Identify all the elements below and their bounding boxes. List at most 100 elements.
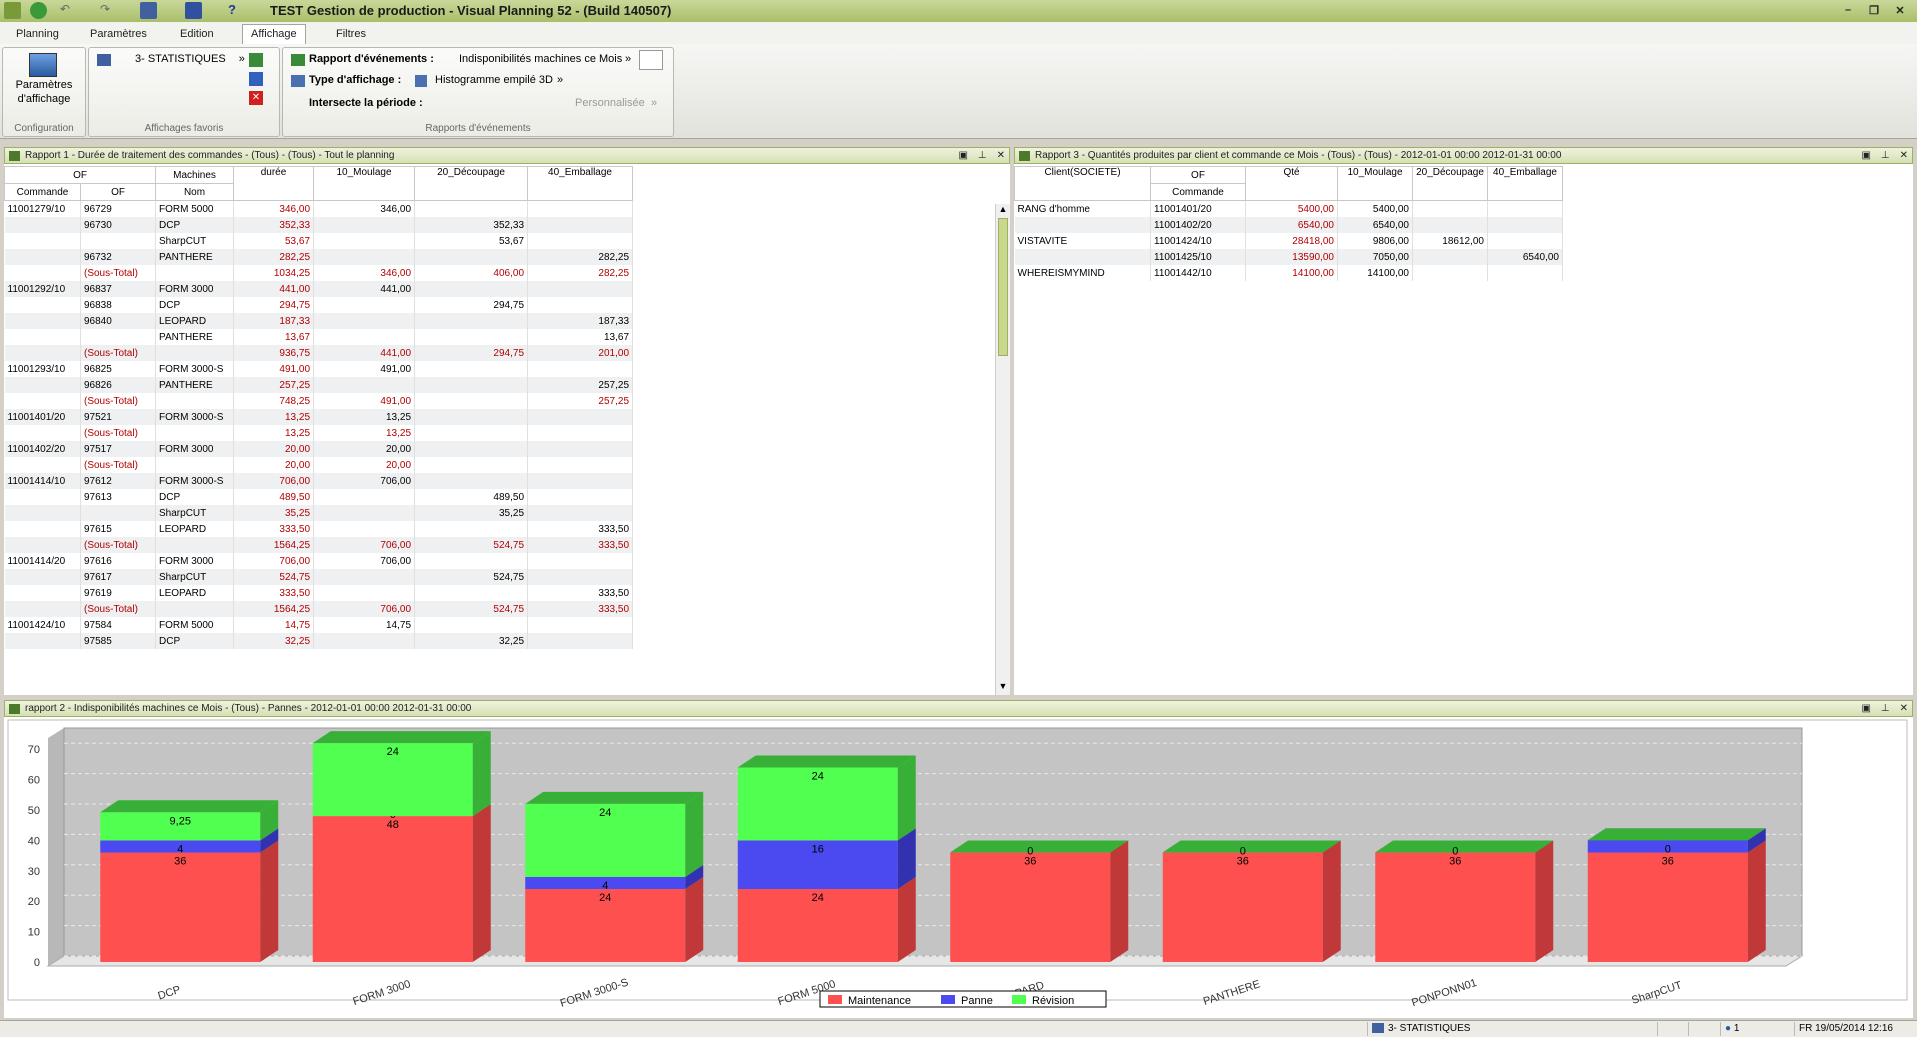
report-edit-button[interactable] xyxy=(639,50,663,70)
bar-side xyxy=(897,877,916,962)
tab-planning[interactable]: Planning xyxy=(16,28,59,40)
col-commande[interactable]: Commande xyxy=(4,183,81,201)
table-row[interactable]: 11001425/10 13590,00 7050,00 6540,00 xyxy=(1014,249,1563,265)
favorites-dropdown[interactable]: 3- STATISTIQUES » xyxy=(135,53,245,65)
scroll-up-icon[interactable]: ▲ xyxy=(998,204,1008,214)
refresh-icon[interactable] xyxy=(30,2,47,19)
bar-segment xyxy=(100,840,261,853)
alert-icon[interactable] xyxy=(1688,1022,1719,1036)
close-icon[interactable]: ✕ xyxy=(996,150,1005,161)
col-decoupage[interactable]: 20_Découpage xyxy=(1412,166,1488,201)
table-cell: 11001402/20 xyxy=(1150,217,1246,233)
users-count: ● 1 xyxy=(1720,1022,1785,1036)
redo-icon[interactable]: ↷ xyxy=(100,2,111,16)
help-icon[interactable]: ? xyxy=(228,2,236,17)
monitor-icon[interactable]: ▣ xyxy=(958,150,968,161)
minimize-icon[interactable]: – xyxy=(1844,4,1852,16)
col-nom[interactable]: Nom xyxy=(155,183,235,201)
table-row[interactable]: 97585 DCP 32,25 32,25 xyxy=(4,633,634,649)
table-row[interactable]: (Sous-Total) 13,25 13,25 xyxy=(4,425,634,441)
table-row[interactable]: 11001414/20 97616 FORM 3000 706,00 706,00 xyxy=(4,553,634,569)
table-row[interactable]: (Sous-Total) 1564,25 706,00 524,75 333,50 xyxy=(4,601,634,617)
col-moulage[interactable]: 10_Moulage xyxy=(1337,166,1413,201)
col-decoupage[interactable]: 20_Découpage xyxy=(414,166,529,201)
close-icon[interactable]: ✕ xyxy=(1895,4,1905,17)
period-dropdown[interactable]: Personnalisée xyxy=(575,97,645,109)
report3-grid[interactable]: Client(SOCIETE) OF Qté 10_Moulage 20_Déc… xyxy=(1014,166,1913,695)
table-row[interactable]: (Sous-Total) 1564,25 706,00 524,75 333,50 xyxy=(4,537,634,553)
table-row[interactable]: 97617 SharpCUT 524,75 524,75 xyxy=(4,569,634,585)
table-row[interactable]: (Sous-Total) 936,75 441,00 294,75 201,00 xyxy=(4,345,634,361)
table-row[interactable]: 96732 PANTHERE 282,25 282,25 xyxy=(4,249,634,265)
col-machines[interactable]: Machines xyxy=(155,166,235,184)
col-emballage[interactable]: 40_Emballage xyxy=(1487,166,1563,201)
table-cell: 11001425/10 xyxy=(1150,249,1246,265)
col-duree[interactable]: durée xyxy=(233,166,315,201)
tab-affichage[interactable]: Affichage xyxy=(242,24,306,45)
table-row[interactable]: 11001279/10 96729 FORM 5000 346,00 346,00 xyxy=(4,200,634,217)
table-row[interactable]: 11001402/20 97517 FORM 3000 20,00 20,00 xyxy=(4,441,634,457)
table-row[interactable]: 96840 LEOPARD 187,33 187,33 xyxy=(4,313,634,329)
col-of[interactable]: OF xyxy=(4,166,157,184)
table-row[interactable]: 97615 LEOPARD 333,50 333,50 xyxy=(4,521,634,537)
col-of-number[interactable]: OF xyxy=(79,183,157,201)
table-row[interactable]: 11001402/20 6540,00 6540,00 xyxy=(1014,217,1563,233)
y-tick-label: 50 xyxy=(28,805,40,817)
add-favorite-icon[interactable] xyxy=(249,53,263,67)
table-row[interactable]: 11001292/10 96837 FORM 3000 441,00 441,00 xyxy=(4,281,634,297)
table-row[interactable]: 11001424/10 97584 FORM 5000 14,75 14,75 xyxy=(4,617,634,633)
table-row[interactable]: 96838 DCP 294,75 294,75 xyxy=(4,297,634,313)
status-view[interactable]: 3- STATISTIQUES xyxy=(1367,1022,1572,1036)
table-cell: 96840 xyxy=(80,313,157,329)
table-row[interactable]: 11001414/10 97612 FORM 3000-S 706,00 706,00 xyxy=(4,473,634,489)
lock-icon[interactable] xyxy=(1657,1022,1688,1036)
col-client[interactable]: Client(SOCIETE) xyxy=(1014,166,1151,201)
display-icon[interactable] xyxy=(140,2,157,19)
table-row[interactable]: PANTHERE 13,67 13,67 xyxy=(4,329,634,345)
tab-parametres[interactable]: Paramètres xyxy=(90,28,147,40)
bar-side xyxy=(472,731,491,817)
col-emballage[interactable]: 40_Emballage xyxy=(527,166,634,201)
pin-icon[interactable]: ⊥ xyxy=(1880,150,1890,161)
table-row[interactable]: 96730 DCP 352,33 352,33 xyxy=(4,217,634,233)
table-row[interactable]: (Sous-Total) 748,25 491,00 257,25 xyxy=(4,393,634,409)
save-icon[interactable] xyxy=(249,72,263,86)
table-row[interactable]: VISTAVITE 11001424/10 28418,00 9806,00 18612… xyxy=(1014,233,1563,249)
type-dropdown[interactable]: Histogramme empilé 3D xyxy=(435,74,553,86)
close-icon[interactable]: ✕ xyxy=(1899,150,1908,161)
table-row[interactable]: SharpCUT 53,67 53,67 xyxy=(4,233,634,249)
pin-icon[interactable]: ⊥ xyxy=(1880,703,1890,714)
table-row[interactable]: 97619 LEOPARD 333,50 333,50 xyxy=(4,585,634,601)
col-moulage[interactable]: 10_Moulage xyxy=(313,166,416,201)
report1-grid[interactable]: OF Machines durée 10_Moulage 20_Découpag… xyxy=(4,166,992,695)
tab-filtres[interactable]: Filtres xyxy=(336,28,366,40)
delete-icon[interactable]: ✕ xyxy=(249,91,263,105)
scroll-thumb[interactable] xyxy=(998,218,1008,356)
scroll-down-icon[interactable]: ▼ xyxy=(998,681,1008,691)
table-cell xyxy=(527,217,634,233)
undo-icon[interactable]: ↶ xyxy=(60,2,71,16)
close-icon[interactable]: ✕ xyxy=(1899,703,1908,714)
window-icon[interactable] xyxy=(185,2,202,19)
table-row[interactable]: (Sous-Total) 20,00 20,00 xyxy=(4,457,634,473)
report-dropdown[interactable]: Indisponibilités machines ce Mois xyxy=(459,53,623,65)
table-row[interactable]: RANG d'homme 11001401/20 5400,00 5400,00 xyxy=(1014,200,1563,217)
monitor-icon[interactable]: ▣ xyxy=(1861,703,1871,714)
display-settings-button[interactable]: Paramètres d'affichage xyxy=(15,79,73,105)
report1-scrollbar[interactable]: ▲ ▼ xyxy=(995,204,1010,695)
pin-icon[interactable]: ⊥ xyxy=(977,150,987,161)
table-row[interactable]: (Sous-Total) 1034,25 346,00 406,00 282,25 xyxy=(4,265,634,281)
table-row[interactable]: 96826 PANTHERE 257,25 257,25 xyxy=(4,377,634,393)
col-qte[interactable]: Qté xyxy=(1245,166,1338,201)
tab-edition[interactable]: Edition xyxy=(180,28,214,40)
monitor-icon[interactable]: ▣ xyxy=(1861,150,1871,161)
table-row[interactable]: 11001401/20 97521 FORM 3000-S 13,25 13,25 xyxy=(4,409,634,425)
table-row[interactable]: 97613 DCP 489,50 489,50 xyxy=(4,489,634,505)
table-row[interactable]: SharpCUT 35,25 35,25 xyxy=(4,505,634,521)
col-of[interactable]: OF xyxy=(1150,166,1246,184)
app-icon[interactable] xyxy=(4,2,21,19)
col-commande[interactable]: Commande xyxy=(1150,183,1246,201)
table-row[interactable]: 11001293/10 96825 FORM 3000-S 491,00 491,00 xyxy=(4,361,634,377)
restore-icon[interactable]: ❐ xyxy=(1869,4,1879,17)
table-row[interactable]: WHEREISMYMIND 11001442/10 14100,00 14100,00 xyxy=(1014,265,1563,281)
